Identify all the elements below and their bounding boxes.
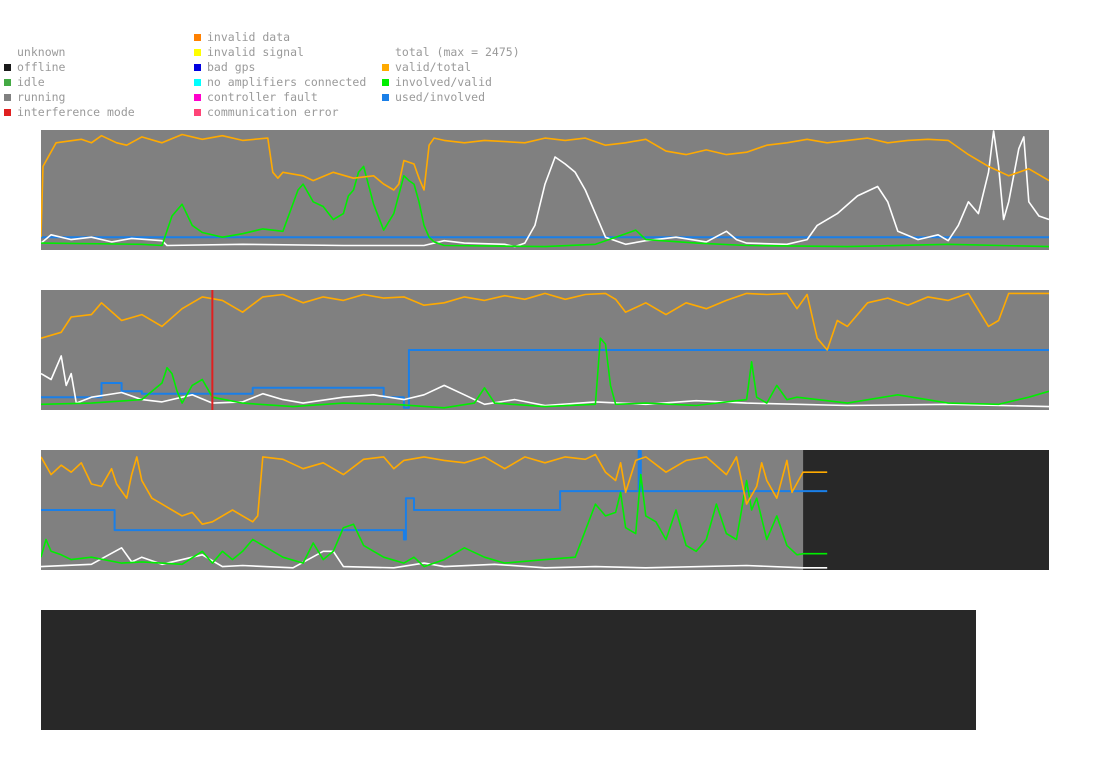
legend-swatch-involved-valid xyxy=(382,79,389,86)
panel-1 xyxy=(41,130,1049,250)
legend-label: involved/valid xyxy=(395,75,492,89)
series-total xyxy=(41,130,1049,248)
legend-label: communication error xyxy=(207,105,339,119)
panel-4 xyxy=(41,610,976,730)
legend-swatch-invalid-data xyxy=(194,34,201,41)
series-valid-total xyxy=(41,453,828,525)
legend-swatch-running xyxy=(4,94,11,101)
series-involved-valid xyxy=(41,165,1049,248)
legend-swatch-used-involved xyxy=(382,94,389,101)
legend-label: total (max = 2475) xyxy=(395,45,520,59)
legend-label: invalid data xyxy=(207,30,291,44)
status-segment-offline xyxy=(803,450,1049,570)
legend-swatch-no-amplifiers xyxy=(194,79,201,86)
panel-3 xyxy=(41,450,1049,570)
status-segment-running xyxy=(41,130,1049,250)
legend-label: unknown xyxy=(17,45,66,59)
series-used-involved xyxy=(41,349,1049,409)
series-involved-valid xyxy=(41,337,1049,409)
legend-swatch-controller-fault xyxy=(194,94,201,101)
series-valid-total xyxy=(41,133,1049,238)
legend-swatch-valid-total xyxy=(382,64,389,71)
panel-series-group xyxy=(41,130,1049,248)
legend-label: no amplifiers connected xyxy=(207,75,367,89)
panel-series-group xyxy=(41,450,828,569)
legend-swatch-bad-gps xyxy=(194,64,201,71)
legend-label: invalid signal xyxy=(207,45,304,59)
legend-label: controller fault xyxy=(207,90,318,104)
legend-swatch-interference xyxy=(4,109,11,116)
legend-label: used/involved xyxy=(395,90,486,104)
legend-label: offline xyxy=(17,60,66,74)
legend-label: bad gps xyxy=(207,60,256,74)
legend-swatch-idle xyxy=(4,79,11,86)
legend-label: valid/total xyxy=(395,60,472,74)
legend-label: interference mode xyxy=(17,105,135,119)
series-valid-total xyxy=(41,292,1049,351)
panel-series-group xyxy=(41,292,1049,409)
legend-label: running xyxy=(17,90,66,104)
legend-swatch-communication-error xyxy=(194,109,201,116)
legend-label: idle xyxy=(17,75,45,89)
panel-2 xyxy=(41,290,1049,410)
legend-swatch-invalid-signal xyxy=(194,49,201,56)
legend-swatch-offline xyxy=(4,64,11,71)
series-involved-valid xyxy=(41,473,828,568)
status-segment-offline xyxy=(41,610,976,730)
series-used-involved xyxy=(41,450,828,541)
